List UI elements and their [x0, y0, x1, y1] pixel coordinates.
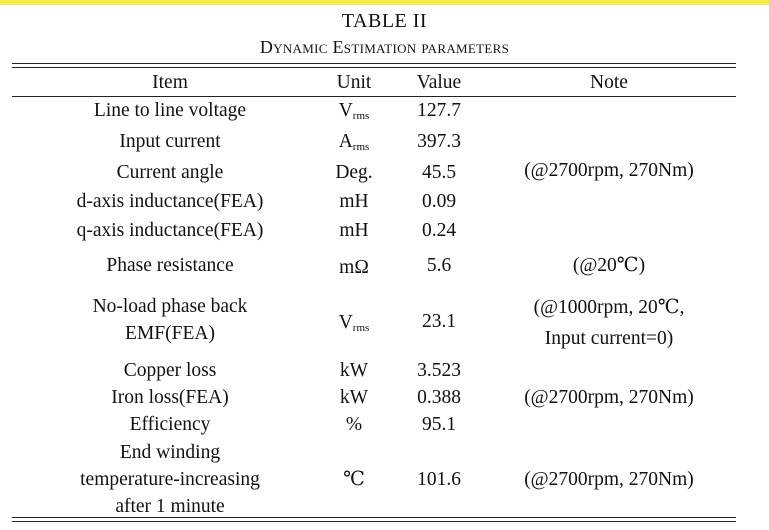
table-row-note: (@2700rpm, 270Nm) [524, 469, 694, 490]
table-row-item: Iron loss(FEA) [111, 387, 229, 408]
header-unit: Unit [336, 72, 372, 93]
table-row-unit: kW [339, 360, 369, 381]
header-item: Item [152, 72, 188, 93]
header-note: Note [590, 72, 628, 93]
table-row-unit: mΩ [339, 257, 369, 278]
table-row-item: d-axis inductance(FEA) [76, 191, 264, 212]
bottom-rule [12, 521, 736, 522]
table-number: TABLE II [341, 10, 428, 32]
bottom-rule-inner [12, 517, 736, 518]
table-row-value: 23.1 [421, 311, 457, 332]
table-row-value: 0.24 [421, 220, 457, 241]
table-row-value: 5.6 [426, 255, 452, 276]
table-row-unit: kW [339, 387, 369, 408]
table-row-unit: Vrms [338, 100, 370, 122]
top-rule-inner [12, 67, 736, 68]
top-highlight-strip [0, 0, 769, 5]
table-caption: Dynamic Estimation parameters [259, 37, 510, 57]
table-row-item-line2: EMF(FEA) [125, 323, 215, 344]
table-row-item: Phase resistance [106, 255, 234, 276]
table-row-item: Input current [119, 131, 221, 152]
table-row-item: Efficiency [129, 414, 211, 435]
table-row-value: 127.7 [417, 100, 461, 121]
table-row-value: 101.6 [417, 469, 461, 490]
table-row-unit: Deg. [335, 162, 373, 183]
table-row-note: (@2700rpm, 270Nm) [524, 387, 694, 408]
table-row-item-line3: after 1 minute [115, 496, 225, 517]
table-row-unit: Arms [338, 131, 370, 153]
table-row-note-line1: (@1000rpm, 20℃, [533, 297, 685, 318]
table-row-value: 397.3 [417, 131, 461, 152]
header-rule [12, 96, 736, 97]
table-row-item: Copper loss [123, 360, 217, 381]
table-row-value: 0.388 [417, 387, 461, 408]
table-row-item: Current angle [116, 162, 224, 183]
table-row-item-line1: No-load phase back [92, 296, 248, 317]
table-row-unit: % [345, 414, 363, 435]
header-value: Value [416, 72, 462, 93]
table-row-item: Line to line voltage [93, 100, 247, 121]
table-row-note: (@20℃) [572, 255, 646, 276]
table-row-value: 3.523 [417, 360, 461, 381]
table-row-value: 45.5 [421, 162, 457, 183]
table-row-note-line2: Input current=0) [544, 328, 674, 349]
table-row-unit: mH [339, 191, 369, 212]
table-row-unit: mH [339, 220, 369, 241]
table-row-value: 0.09 [421, 191, 457, 212]
table-row-note: (@2700rpm, 270Nm) [524, 160, 694, 181]
top-rule [12, 63, 736, 64]
table-row-value: 95.1 [421, 414, 457, 435]
table-row-unit: ℃ [343, 469, 365, 490]
table-row-item-line2: temperature-increasing [80, 469, 260, 490]
table-row-item-line1: End winding [119, 442, 221, 463]
table-row-item: q-axis inductance(FEA) [76, 220, 264, 241]
table-row-unit: Vrms [338, 312, 370, 334]
